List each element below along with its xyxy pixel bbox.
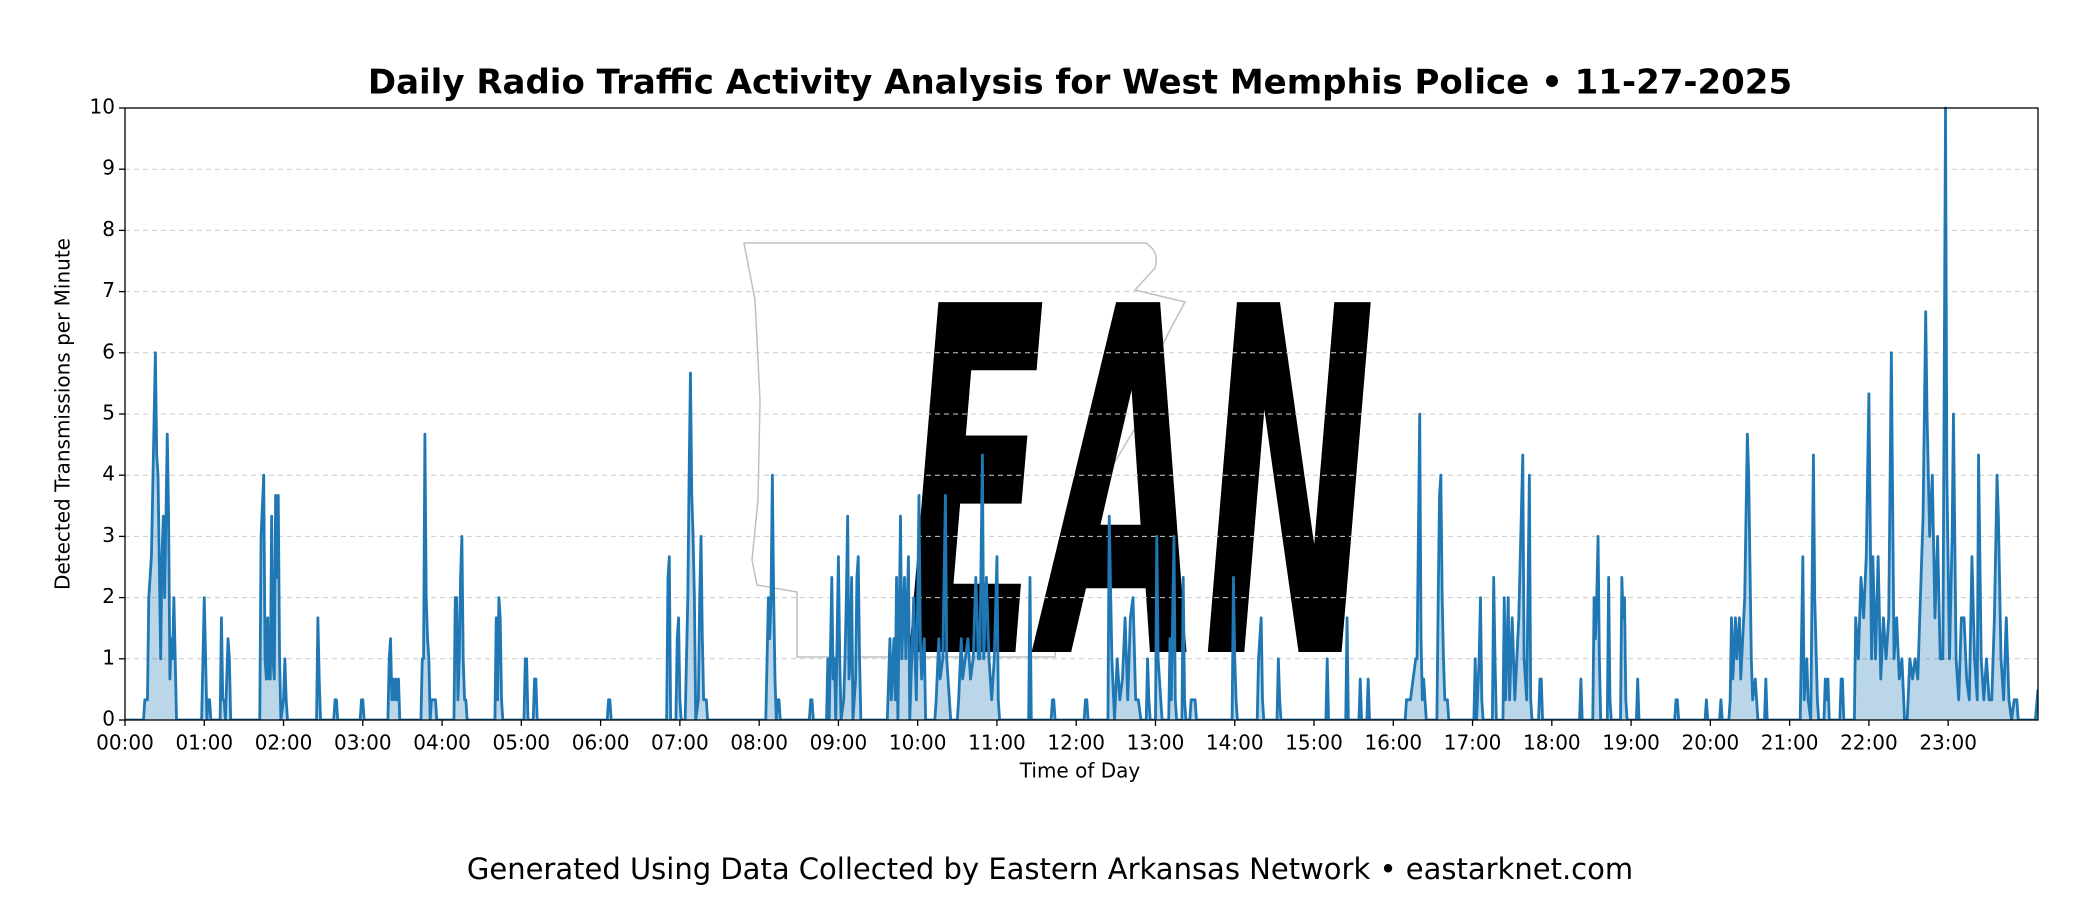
x-tick-label: 09:00 — [810, 731, 868, 755]
x-tick-label: 12:00 — [1047, 731, 1105, 755]
x-tick-label: 18:00 — [1523, 731, 1581, 755]
x-tick-label: 22:00 — [1840, 731, 1898, 755]
x-tick-label: 01:00 — [175, 731, 233, 755]
y-tick-label: 3 — [102, 523, 115, 547]
x-tick-label: 16:00 — [1364, 731, 1422, 755]
y-axis-label: Detected Transmissions per Minute — [51, 238, 75, 590]
x-tick-label: 00:00 — [96, 731, 154, 755]
y-tick-label: 4 — [102, 462, 115, 486]
y-tick-label: 7 — [102, 278, 115, 302]
plot — [125, 106, 2038, 720]
y-tick-label: 1 — [102, 645, 115, 669]
y-tick-label: 0 — [102, 707, 115, 731]
x-axis-label: Time of Day — [1019, 759, 1141, 783]
plot-frame — [124, 107, 2039, 721]
x-tick-label: 21:00 — [1761, 731, 1819, 755]
x-tick-label: 15:00 — [1285, 731, 1343, 755]
x-tick-label: 17:00 — [1444, 731, 1502, 755]
y-tick-label: 6 — [102, 339, 115, 363]
x-tick-label: 20:00 — [1682, 731, 1740, 755]
x-tick-label: 19:00 — [1602, 731, 1660, 755]
x-tick-label: 08:00 — [730, 731, 788, 755]
y-tick-label: 2 — [102, 584, 115, 608]
x-tick-label: 13:00 — [1127, 731, 1185, 755]
x-tick-label: 04:00 — [413, 731, 471, 755]
x-tick-label: 14:00 — [1206, 731, 1264, 755]
x-tick-label: 06:00 — [572, 731, 630, 755]
x-tick-label: 02:00 — [255, 731, 313, 755]
state-outline — [743, 242, 1187, 658]
line — [125, 106, 2038, 720]
x-tick-label: 07:00 — [651, 731, 709, 755]
footer: Generated Using Data Collected by Easter… — [467, 852, 1633, 886]
y-tick-label: 8 — [102, 217, 115, 241]
y-tick-label: 10 — [90, 95, 115, 119]
chart-title: Daily Radio Traffic Activity Analysis fo… — [368, 63, 1792, 103]
y-tick-label: 9 — [102, 156, 115, 180]
x-tick-label: 11:00 — [968, 731, 1026, 755]
x-tick-label: 10:00 — [889, 731, 947, 755]
y-tick-label: 5 — [102, 401, 115, 425]
x-tick-label: 03:00 — [334, 731, 392, 755]
x-tick-label: 05:00 — [493, 731, 551, 755]
x-tick-label: 23:00 — [1919, 731, 1977, 755]
